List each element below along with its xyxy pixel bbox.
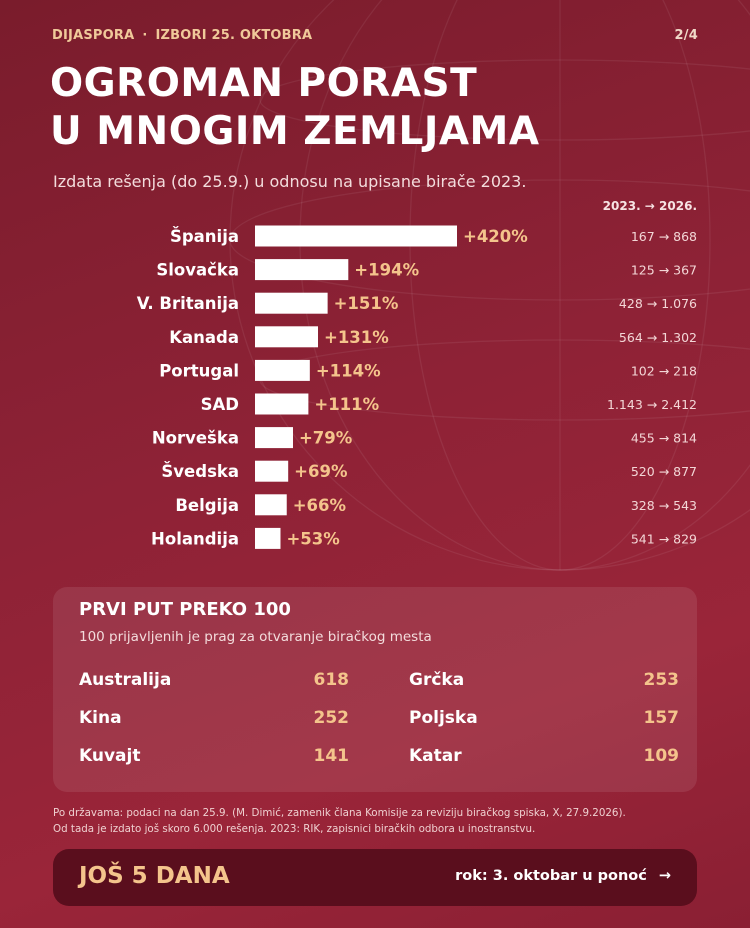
deadline-text: rok: 3. oktobar u ponoć bbox=[455, 868, 647, 884]
comparison-label: 167 → 868 bbox=[631, 229, 697, 244]
category-label: V. Britanija bbox=[137, 294, 239, 313]
category-label: Španija bbox=[170, 227, 239, 246]
value-label: +420% bbox=[463, 227, 528, 246]
category-label: Belgija bbox=[175, 496, 239, 515]
threshold-item: Australija 618 bbox=[79, 670, 349, 694]
value-label: +194% bbox=[354, 261, 419, 280]
value-label: +69% bbox=[294, 462, 348, 481]
threshold-value: 253 bbox=[643, 670, 680, 690]
category-label: SAD bbox=[201, 395, 239, 414]
value-label: +111% bbox=[314, 395, 379, 414]
arrow-right-icon: → bbox=[658, 868, 671, 884]
bar bbox=[255, 326, 319, 348]
category-label: Švedska bbox=[161, 462, 239, 481]
threshold-country: Kina bbox=[79, 708, 122, 728]
bar-chart: Španija +420% 167 → 868 Slovačka +194% 125 → … bbox=[137, 225, 697, 549]
bar bbox=[255, 527, 281, 549]
comparison-label: 328 → 543 bbox=[631, 498, 697, 513]
bar bbox=[255, 393, 309, 415]
threshold-country: Poljska bbox=[409, 708, 478, 728]
panel-title: PRVI PUT PREKO 100 bbox=[79, 599, 291, 620]
threshold-value: 109 bbox=[643, 746, 680, 766]
value-label: +66% bbox=[293, 496, 347, 515]
comparison-label: 564 → 1.302 bbox=[619, 330, 697, 345]
threshold-value: 252 bbox=[313, 708, 350, 728]
threshold-item: Poljska 157 bbox=[409, 708, 679, 732]
comparison-label: 1.143 → 2.412 bbox=[607, 397, 697, 412]
footnote-line-1: Po državama: podaci na dan 25.9. (M. Dim… bbox=[53, 807, 626, 819]
threshold-country: Katar bbox=[409, 746, 462, 766]
threshold-item: Grčka 253 bbox=[409, 670, 679, 694]
threshold-value: 618 bbox=[313, 670, 350, 690]
comparison-column-header: 2023. → 2026. bbox=[602, 199, 697, 213]
category-label: Slovačka bbox=[156, 261, 239, 280]
deadline-banner[interactable]: JOŠ 5 DANA rok: 3. oktobar u ponoć → bbox=[53, 849, 697, 906]
category-label: Norveška bbox=[152, 429, 239, 448]
category-label: Portugal bbox=[159, 361, 239, 380]
value-label: +79% bbox=[299, 429, 353, 448]
threshold-value: 141 bbox=[313, 746, 350, 766]
title-line-2: U MNOGIM ZEMLJAMA bbox=[50, 109, 540, 154]
category-label: Kanada bbox=[169, 328, 239, 347]
bar bbox=[255, 225, 457, 247]
footnote: Po državama: podaci na dan 25.9. (M. Dim… bbox=[53, 805, 626, 837]
bar bbox=[255, 460, 289, 482]
bar bbox=[255, 292, 328, 314]
comparison-label: 102 → 218 bbox=[631, 363, 697, 378]
threshold-panel: PRVI PUT PREKO 100 100 prijavljenih je p… bbox=[53, 587, 697, 792]
comparison-label: 125 → 367 bbox=[631, 263, 697, 278]
page-indicator: 2/4 bbox=[674, 28, 698, 43]
footnote-line-2: Od tada je izdato još skoro 6.000 rešenj… bbox=[53, 823, 536, 835]
event-label: IZBORI 25. OKTOBRA bbox=[155, 28, 313, 43]
value-label: +114% bbox=[316, 361, 381, 380]
category-label: Holandija bbox=[151, 529, 239, 548]
comparison-label: 520 → 877 bbox=[631, 464, 697, 479]
header-separator: · bbox=[142, 28, 148, 43]
title-line-1: OGROMAN PORAST bbox=[50, 61, 478, 106]
bar bbox=[255, 427, 293, 449]
comparison-label: 541 → 829 bbox=[631, 531, 697, 546]
value-label: +53% bbox=[286, 529, 340, 548]
bar bbox=[255, 359, 310, 381]
threshold-item: Katar 109 bbox=[409, 746, 679, 770]
days-left-label: JOŠ 5 DANA bbox=[79, 863, 230, 889]
page-title: OGROMAN PORAST U MNOGIM ZEMLJAMA bbox=[50, 60, 540, 156]
bar bbox=[255, 259, 349, 281]
deadline-link[interactable]: rok: 3. oktobar u ponoć → bbox=[455, 868, 671, 884]
threshold-country: Australija bbox=[79, 670, 172, 690]
comparison-label: 455 → 814 bbox=[631, 431, 697, 446]
threshold-country: Kuvajt bbox=[79, 746, 141, 766]
comparison-label: 428 → 1.076 bbox=[619, 296, 697, 311]
panel-subtitle: 100 prijavljenih je prag za otvaranje bi… bbox=[79, 629, 432, 645]
threshold-item: Kuvajt 141 bbox=[79, 746, 349, 770]
section-label: DIJASPORA bbox=[52, 28, 135, 43]
chart-subtitle: Izdata rešenja (do 25.9.) u odnosu na up… bbox=[53, 172, 527, 191]
threshold-value: 157 bbox=[643, 708, 680, 728]
threshold-item: Kina 252 bbox=[79, 708, 349, 732]
value-label: +131% bbox=[324, 328, 389, 347]
header: DIJASPORA · IZBORI 25. OKTOBRA 2/4 bbox=[52, 28, 698, 43]
value-label: +151% bbox=[334, 294, 399, 313]
bar bbox=[255, 494, 287, 516]
threshold-country: Grčka bbox=[409, 670, 465, 690]
